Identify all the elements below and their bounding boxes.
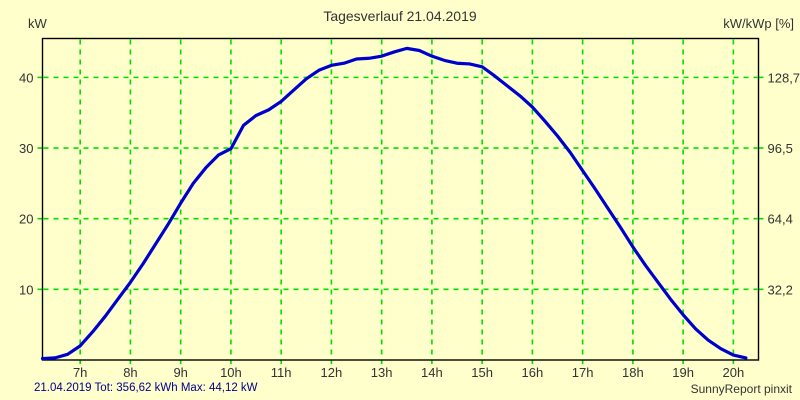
left-axis-unit-label: kW <box>28 16 47 31</box>
right-axis-unit-label: kW/kWp [%] <box>723 16 794 31</box>
y-left-tick-label: 20 <box>19 212 33 227</box>
x-tick-label: 18h <box>622 365 644 380</box>
y-right-tick-label: 128,7 <box>768 70 800 85</box>
y-left-tick-label: 30 <box>19 141 33 156</box>
plot-border <box>41 37 760 361</box>
x-tick-label: 11h <box>271 365 292 380</box>
y-right-tick-label: 32,2 <box>768 282 793 297</box>
vertical-gridlines <box>79 39 735 359</box>
y-axis-left-tick-labels: 10 20 30 40 <box>19 70 33 297</box>
x-axis-tick-labels: 7h 8h 9h 10h 11h 12h 13h 14h 15h 16h 17h 18h 19h 20h <box>73 365 744 380</box>
x-tick-label: 15h <box>471 365 493 380</box>
x-tick-label: 8h <box>123 365 137 380</box>
y-left-tick-label: 40 <box>19 70 33 85</box>
x-tick-label: 13h <box>371 365 393 380</box>
footer-summary-text: 21.04.2019 Tot: 356,62 kWh Max: 44,12 kW <box>34 382 258 394</box>
chart-title: Tagesverlauf 21.04.2019 <box>323 8 477 24</box>
x-tick-label: 9h <box>173 365 187 380</box>
y-axis-right-tick-labels: 32,2 64,4 96,5 128,7 <box>768 70 800 297</box>
x-tick-label: 7h <box>73 365 87 380</box>
x-tick-label: 17h <box>572 365 594 380</box>
x-tick-label: 19h <box>672 365 694 380</box>
y-right-tick-label: 96,5 <box>768 141 793 156</box>
power-curve-line <box>40 46 748 361</box>
x-tick-label: 12h <box>321 365 343 380</box>
x-tick-label: 10h <box>220 365 242 380</box>
horizontal-gridlines <box>37 76 764 291</box>
x-tick-label: 20h <box>723 365 745 380</box>
y-left-tick-label: 10 <box>19 282 33 297</box>
y-right-tick-label: 64,4 <box>768 212 793 227</box>
x-tick-label: 16h <box>522 365 544 380</box>
x-tick-label: 14h <box>421 365 443 380</box>
footer-credit-text: SunnyReport pinxit <box>690 382 792 396</box>
